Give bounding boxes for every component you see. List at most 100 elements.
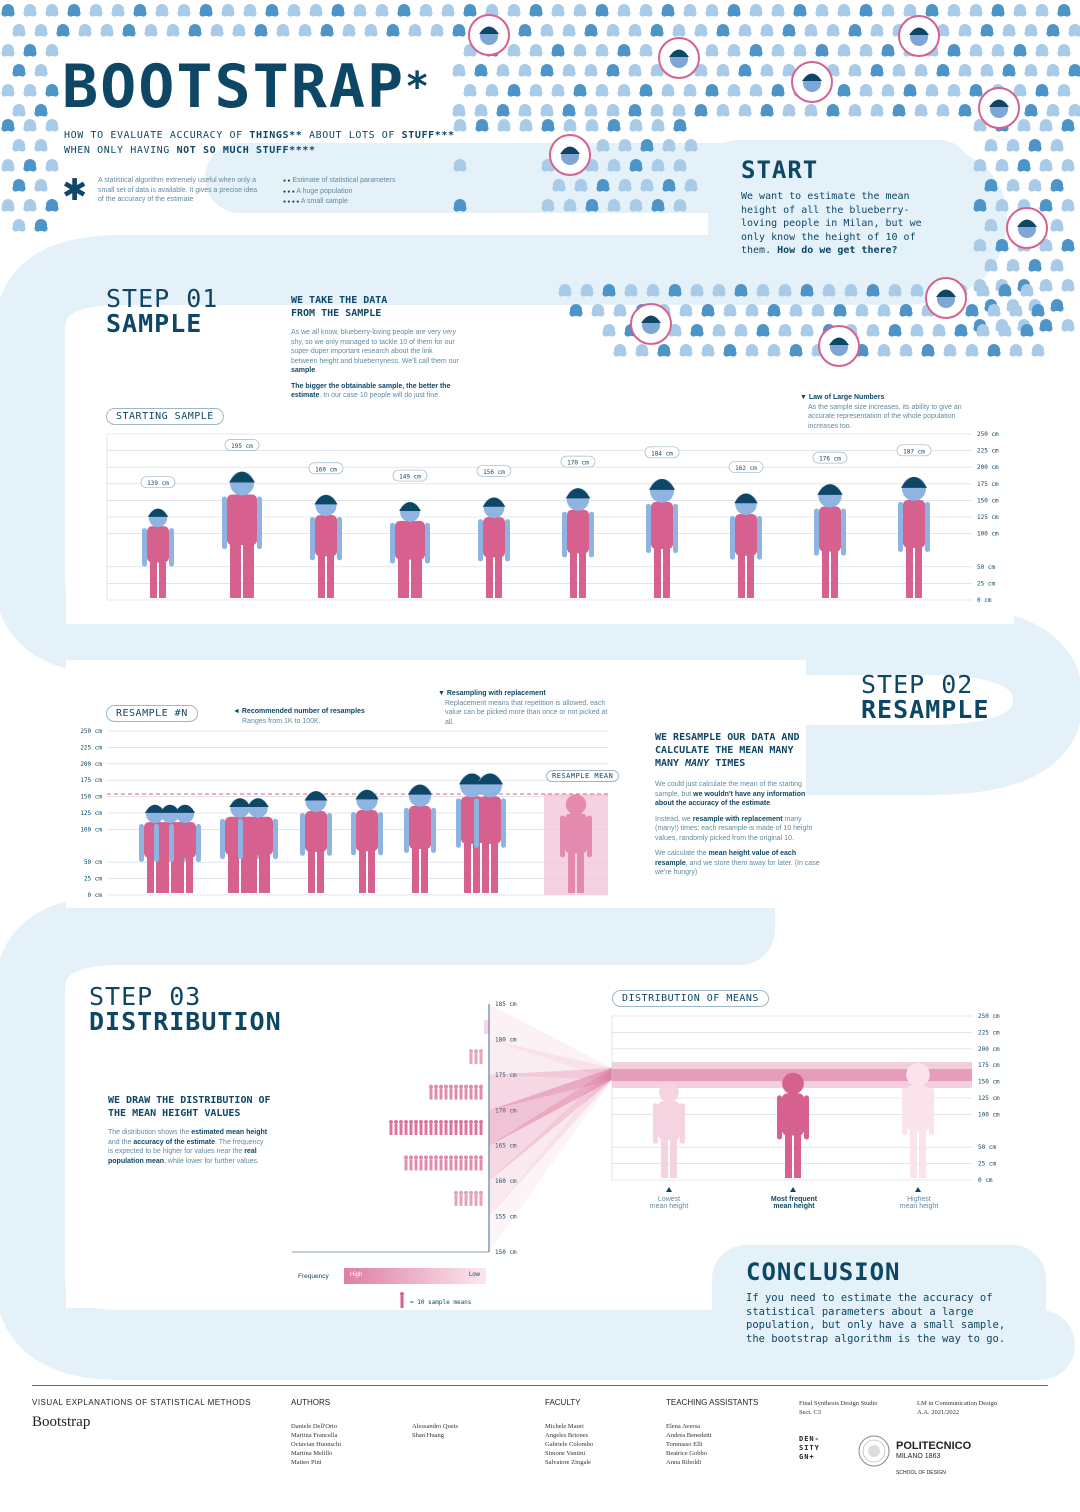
blueberry-lobe [23,125,31,132]
blueberry-lobe [243,10,250,17]
blueberry-lobe [261,30,268,37]
blueberry-lobe [657,110,664,117]
blueberry-icon [584,64,598,77]
sample-mean-mark [474,1124,478,1135]
blueberry-lobe [525,110,532,117]
density-logo: DEN- SITY GN+ [799,1435,820,1461]
blueberry-lobe [629,205,636,212]
blueberry-lobe [741,290,748,297]
y-tick-label: 100 cm [80,826,102,833]
blueberry-lobe [694,30,701,37]
hist-tick-label: 160 cm [495,1178,517,1185]
blueberry-lobe [635,30,642,37]
blueberry-icon [716,24,730,37]
sample-mean-mark [449,1124,453,1135]
blueberry-lobe [541,165,548,172]
person-arm [646,503,651,554]
blueberry-icon [613,304,627,317]
blueberry-lobe [877,350,884,357]
blueberry-lobe [640,185,647,192]
blueberry-lobe [895,290,902,297]
blueberry-lobe [1061,165,1068,172]
blueberry-icon [881,44,895,57]
blueberry-lobe [712,90,719,97]
blueberry-lobe [668,90,675,97]
person-leg [421,843,428,893]
blueberry-lobe [873,330,880,337]
blueberry-lobe [8,165,15,172]
blueberry-lobe [1013,50,1020,57]
blueberry-icon [617,4,631,17]
subtitle: HOW TO EVALUATE ACCURACY OF THINGS** ABO… [64,130,455,156]
blueberry-icon [474,64,488,77]
blueberry-icon [23,119,37,132]
blueberry-icon [265,4,279,17]
person-leg [411,553,422,598]
blueberry-icon [562,64,576,77]
sample-mean-mark [449,1120,453,1124]
blueberry-lobe [807,330,814,337]
person-leg [822,545,829,598]
sample-person [562,488,594,598]
blueberry-icon [12,24,26,37]
sample-mean-mark [439,1084,443,1089]
blueberry-lobe [782,70,789,77]
blueberry-lobe [74,10,81,17]
blueberry-lobe [691,145,698,152]
blueberry-lobe [1027,290,1034,297]
fan-ray [489,1039,612,1080]
height-label-bubble [560,455,596,468]
sample-mean-mark [484,1020,489,1034]
blueberry-lobe [254,30,261,37]
blueberry-icon [585,199,599,212]
blueberry-lobe [1020,90,1027,97]
blueberry-lobe [1016,350,1023,357]
person-arm [310,517,315,561]
person-body [735,513,757,556]
blueberry-icon [56,24,70,37]
blueberry-lobe [658,205,665,212]
sample-mean-mark [389,1124,393,1135]
height-label: 176 cm [819,456,841,463]
blueberry-icon [635,344,649,357]
blueberry-icon [932,324,946,337]
sample-mean-mark [459,1088,463,1100]
blueberry-lobe [276,30,284,37]
blueberry-lobe [628,30,635,37]
blueberry-lobe [636,165,643,172]
sample-mean-mark [449,1088,453,1100]
blueberry-icon [662,179,676,192]
blueberry-lobe [662,185,669,192]
blueberry-icon [837,44,851,57]
blueberry-lobe [460,165,467,172]
avatar-hair [936,289,956,297]
blueberry-lobe [958,30,965,37]
blueberry-icon [684,179,698,192]
blueberry-icon [1013,4,1027,17]
blueberry-lobe [607,125,614,132]
blueberry-lobe [987,30,994,37]
sample-mean-mark [419,1155,423,1160]
blueberry-lobe [771,10,778,17]
blueberry-lobe [331,10,339,17]
blueberry-lobe [1061,325,1068,332]
blueberry-lobe [965,70,972,77]
blueberry-icon [1020,324,1034,337]
blueberry-lobe [774,350,781,357]
blueberry-lobe [34,225,41,232]
avatar-hair [479,26,499,34]
blueberry-lobe [1053,70,1060,77]
blueberry-lobe [866,50,873,57]
blueberry-lobe [133,10,140,17]
blueberry-icon [639,4,653,17]
person-leg [738,549,745,598]
sample-mean-mark [469,1053,473,1065]
blueberry-lobe [965,350,972,357]
blueberry-icon [727,84,741,97]
blueberry-icon [34,179,48,192]
footer-person: Alessandro Quets [412,1423,459,1430]
y-tick-label: 175 cm [80,777,102,784]
height-label: 162 cm [735,465,757,472]
blueberry-lobe [309,10,317,17]
blueberry-lobe [580,50,587,57]
